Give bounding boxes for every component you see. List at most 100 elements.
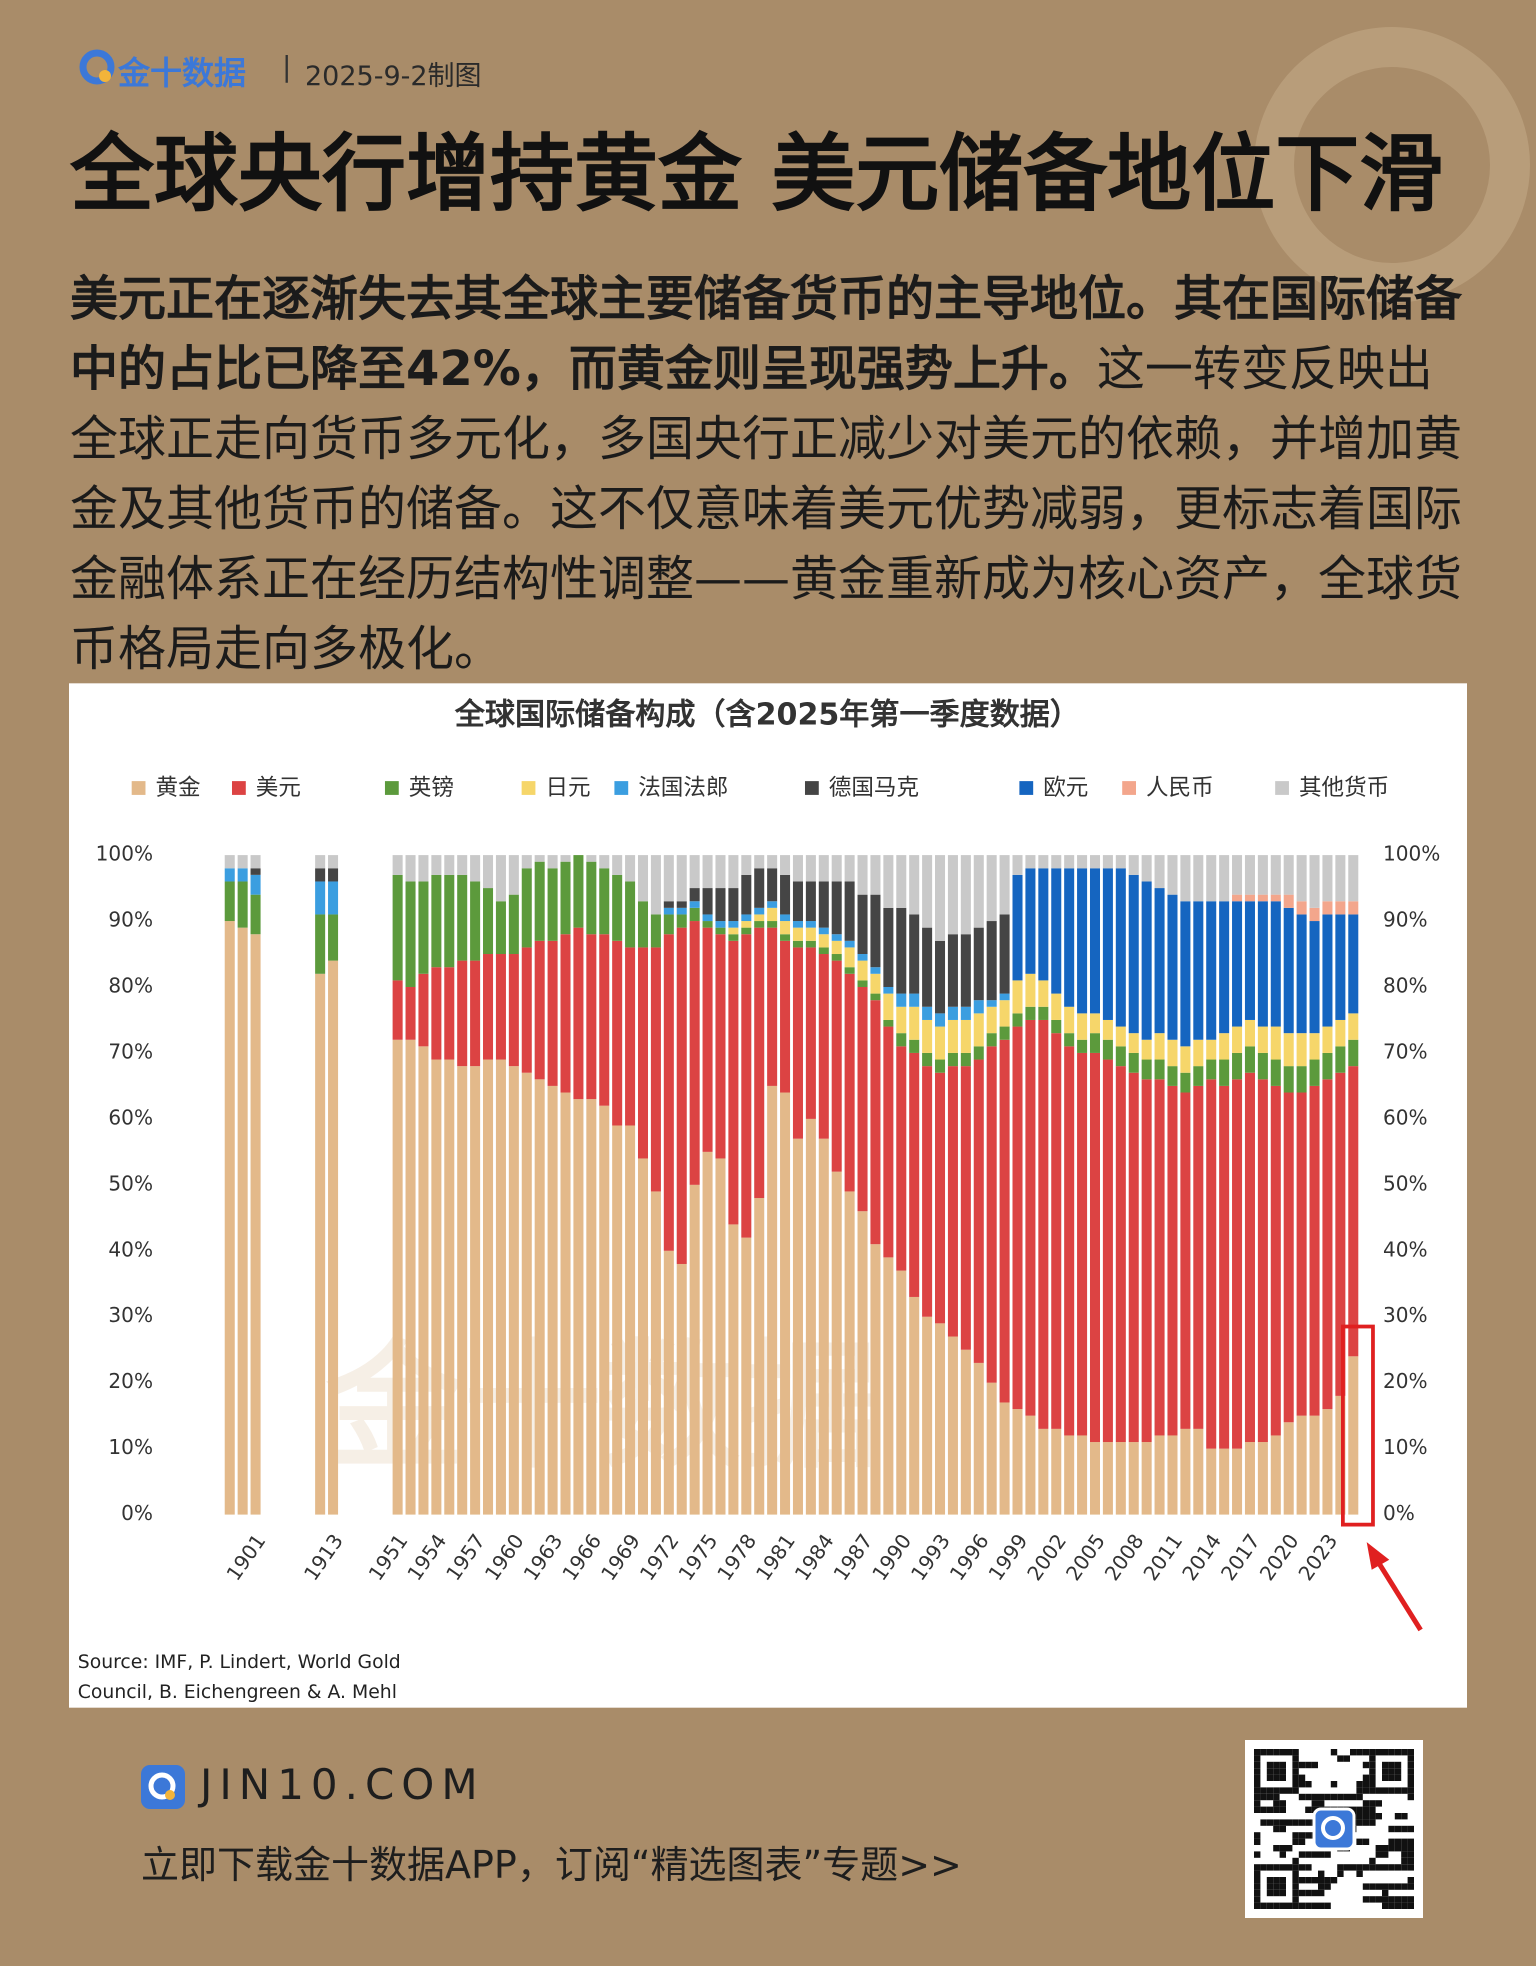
bar-segment bbox=[754, 927, 765, 1199]
y2-tick-label: 60% bbox=[1383, 1105, 1428, 1129]
bar-segment bbox=[857, 960, 868, 981]
legend-label: 美元 bbox=[256, 775, 301, 801]
bar-segment bbox=[1270, 1085, 1281, 1436]
qr-module bbox=[1369, 1806, 1376, 1813]
qr-module bbox=[1407, 1768, 1414, 1775]
bar-segment bbox=[767, 901, 778, 908]
bar-segment bbox=[1141, 881, 1152, 1040]
bar-segment bbox=[844, 973, 855, 1192]
bar-segment bbox=[1077, 1039, 1088, 1053]
highlight-box bbox=[1340, 1324, 1375, 1527]
bar-segment bbox=[328, 868, 339, 882]
qr-module bbox=[1324, 1883, 1331, 1890]
bar-segment bbox=[1064, 1006, 1075, 1034]
bar-segment bbox=[418, 881, 429, 974]
source-line: Council, B. Eichengreen & A. Mehl bbox=[78, 1682, 397, 1703]
qr-module bbox=[1298, 1832, 1306, 1839]
qr-module bbox=[1311, 1902, 1318, 1909]
bar-segment bbox=[1102, 1039, 1113, 1060]
qr-module bbox=[1330, 1793, 1338, 1801]
bar-segment bbox=[1206, 1079, 1217, 1449]
bar-segment bbox=[883, 993, 894, 1020]
bar-segment bbox=[573, 855, 584, 928]
qr-module bbox=[1356, 1793, 1363, 1801]
bar-segment bbox=[405, 986, 416, 1040]
bar-segment bbox=[1064, 1033, 1075, 1047]
qr-module bbox=[1369, 1800, 1376, 1807]
icon-bg bbox=[141, 1765, 185, 1809]
qr-module bbox=[1394, 1825, 1402, 1833]
qr-module bbox=[1394, 1838, 1402, 1845]
bar-segment bbox=[637, 947, 649, 1159]
bar-segment bbox=[767, 855, 778, 869]
bar-segment bbox=[1025, 855, 1036, 869]
bar-segment bbox=[935, 1323, 946, 1515]
logo-icon bbox=[79, 49, 115, 85]
bar-segment bbox=[1335, 901, 1346, 915]
qr-module bbox=[1305, 1793, 1312, 1801]
bar-segment bbox=[650, 1191, 661, 1515]
qr-module bbox=[1362, 1774, 1370, 1781]
bar-segment bbox=[767, 927, 778, 1086]
qr-module bbox=[1292, 1857, 1299, 1865]
arrow-shaft bbox=[1374, 1558, 1423, 1632]
y-tick-label: 20% bbox=[108, 1369, 153, 1393]
bar-segment bbox=[999, 914, 1010, 994]
qr-module bbox=[1292, 1864, 1299, 1871]
qr-module bbox=[1279, 1902, 1286, 1909]
qr-module bbox=[1311, 1761, 1318, 1769]
qr-module bbox=[1286, 1864, 1293, 1871]
bar-segment bbox=[805, 921, 816, 928]
qr-module bbox=[1254, 1838, 1261, 1845]
bar-segment bbox=[715, 1158, 726, 1515]
bar-segment bbox=[1348, 901, 1359, 915]
decor-ring bbox=[1254, 27, 1530, 303]
bar-segment bbox=[935, 940, 946, 1014]
bar-segment bbox=[1283, 855, 1294, 895]
bar-segment bbox=[315, 855, 326, 869]
bar-segment bbox=[405, 881, 416, 987]
bar-segment bbox=[1089, 1033, 1101, 1053]
bar-segment bbox=[870, 967, 881, 974]
bar-segment bbox=[1257, 855, 1268, 895]
bar-segment bbox=[935, 855, 946, 941]
bar-segment bbox=[405, 1039, 416, 1515]
qr-module bbox=[1369, 1781, 1376, 1788]
bar-segment bbox=[521, 868, 532, 948]
qr-module bbox=[1254, 1864, 1261, 1871]
bar-segment bbox=[1141, 1059, 1152, 1080]
bar-segment bbox=[715, 855, 726, 889]
bar-segment bbox=[470, 881, 481, 961]
qr-module bbox=[1394, 1813, 1402, 1820]
bar-segment bbox=[728, 934, 739, 941]
y2-tick-label: 80% bbox=[1383, 973, 1428, 997]
qr-module bbox=[1382, 1883, 1389, 1890]
bar-segment bbox=[909, 855, 920, 915]
bar-segment bbox=[1309, 1085, 1320, 1416]
bar-segment bbox=[986, 1046, 997, 1383]
qr-module bbox=[1343, 1864, 1350, 1871]
ring bbox=[1254, 27, 1530, 303]
logo-dot bbox=[99, 70, 111, 82]
qr-module bbox=[1382, 1768, 1389, 1775]
bar-segment bbox=[1180, 901, 1191, 1047]
bar-segment bbox=[508, 1066, 519, 1515]
bar-segment bbox=[986, 855, 997, 922]
bar-segment bbox=[947, 1066, 958, 1337]
bar-segment bbox=[1283, 1092, 1294, 1423]
bar-segment bbox=[857, 894, 868, 955]
qr-module bbox=[1407, 1845, 1414, 1852]
bar-segment bbox=[1206, 855, 1217, 902]
bar-segment bbox=[896, 1033, 907, 1047]
bar-segment bbox=[1244, 1046, 1255, 1073]
bar-segment bbox=[663, 855, 674, 902]
qr-module bbox=[1254, 1870, 1261, 1877]
bar-segment bbox=[715, 888, 726, 922]
bar-segment bbox=[573, 1099, 584, 1515]
qr-module bbox=[1279, 1889, 1286, 1897]
bar-segment bbox=[831, 940, 842, 955]
bar-segment bbox=[483, 888, 494, 955]
bar-segment bbox=[844, 855, 855, 882]
qr-module bbox=[1350, 1864, 1357, 1871]
bar-segment bbox=[1296, 855, 1307, 902]
